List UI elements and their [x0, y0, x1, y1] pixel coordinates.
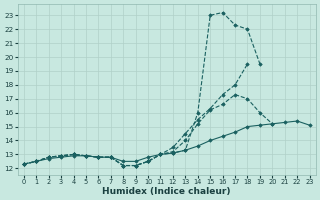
X-axis label: Humidex (Indice chaleur): Humidex (Indice chaleur) [102, 187, 231, 196]
